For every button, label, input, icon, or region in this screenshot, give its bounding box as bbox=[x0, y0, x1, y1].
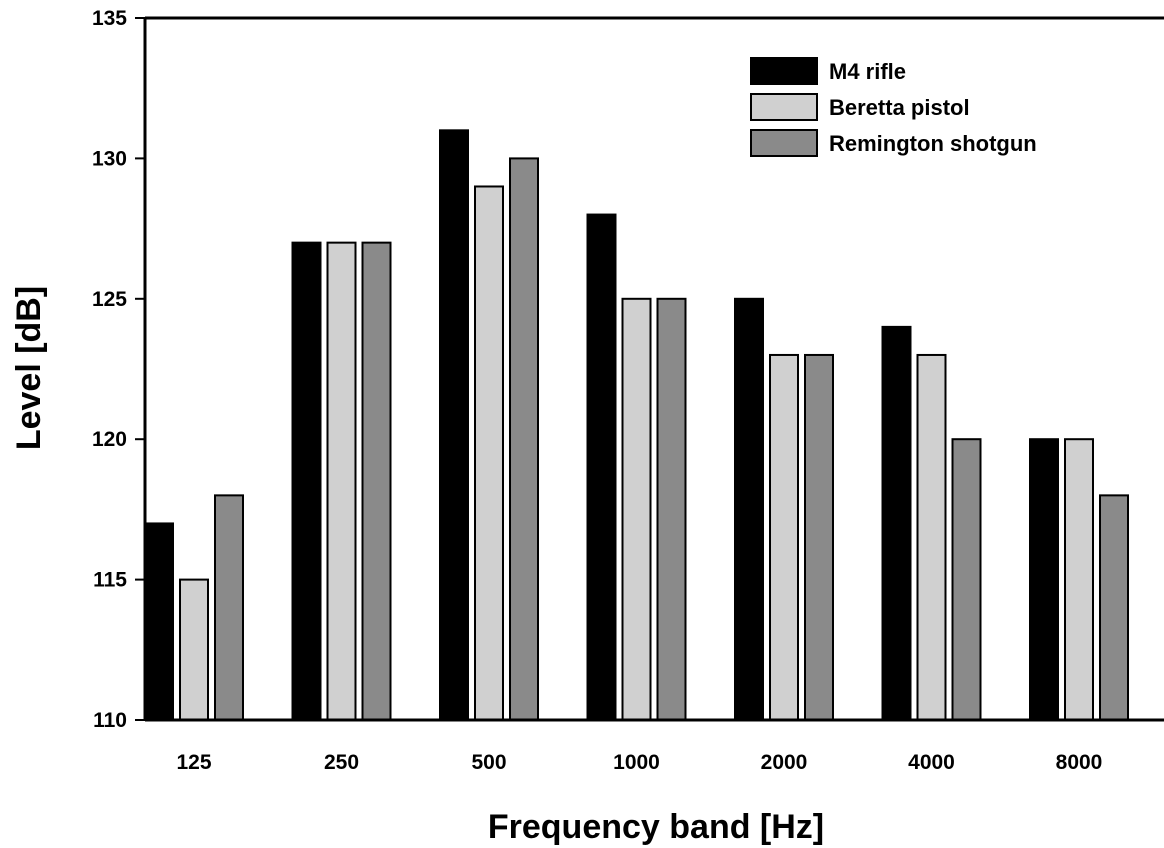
bar-2000-series-3 bbox=[804, 353, 834, 721]
bar-8000-series-3 bbox=[1099, 494, 1129, 721]
bar-1000-series-3 bbox=[656, 297, 687, 721]
x-axis-title: Frequency band [Hz] bbox=[488, 808, 824, 846]
bar-4000-series-1 bbox=[881, 325, 912, 721]
bar-500-series-1 bbox=[439, 129, 469, 721]
bar-250-series-2 bbox=[326, 241, 357, 721]
x-ticks-group: 125 250 500 1000 2000 4000 8000 bbox=[176, 751, 1102, 774]
bar-250-series-3 bbox=[361, 241, 392, 721]
bar-500-series-2 bbox=[474, 185, 504, 722]
y-ticks-group: 110 115 120 125 130 135 bbox=[92, 7, 145, 732]
bar-125-series-2 bbox=[179, 578, 209, 721]
y-tick-label-120: 120 bbox=[92, 428, 127, 451]
legend-swatch-1 bbox=[750, 57, 818, 85]
bar-125-series-1 bbox=[144, 522, 174, 721]
bar-125-series-3 bbox=[214, 494, 244, 721]
y-tick-label-110: 110 bbox=[93, 709, 127, 732]
legend-swatch-2 bbox=[750, 93, 818, 121]
x-tick-label-125: 125 bbox=[176, 751, 211, 774]
x-tick-label-4000: 4000 bbox=[908, 751, 955, 774]
y-tick-label-135: 135 bbox=[92, 7, 127, 30]
legend-swatch-3 bbox=[750, 129, 818, 157]
bar-8000-series-2 bbox=[1064, 438, 1094, 721]
axes-group bbox=[143, 16, 1164, 722]
bar-8000-series-1 bbox=[1029, 438, 1059, 721]
bar-500-series-3 bbox=[509, 157, 539, 721]
bar-4000-series-3 bbox=[951, 438, 982, 721]
x-tick-label-1000: 1000 bbox=[613, 751, 660, 774]
y-axis-title: Level [dB] bbox=[10, 286, 48, 450]
legend-label-3: Remington shotgun bbox=[829, 131, 1037, 156]
x-tick-label-250: 250 bbox=[324, 751, 359, 774]
y-tick-label-115: 115 bbox=[93, 569, 127, 592]
bar-2000-series-1 bbox=[734, 297, 764, 721]
y-tick-label-130: 130 bbox=[92, 147, 127, 170]
x-tick-label-8000: 8000 bbox=[1056, 751, 1103, 774]
legend-label-1: M4 rifle bbox=[829, 59, 906, 84]
bar-2000-series-2 bbox=[769, 353, 799, 721]
bars-group bbox=[144, 129, 1129, 722]
bar-4000-series-2 bbox=[916, 353, 947, 721]
x-tick-label-500: 500 bbox=[471, 751, 506, 774]
legend-label-2: Beretta pistol bbox=[829, 95, 970, 120]
bar-1000-series-1 bbox=[586, 213, 617, 721]
bar-1000-series-2 bbox=[621, 297, 652, 721]
bar-250-series-1 bbox=[291, 241, 322, 721]
y-tick-label-125: 125 bbox=[92, 288, 127, 311]
legend: M4 rifle Beretta pistol Remington shotgun bbox=[750, 57, 1037, 157]
x-tick-label-2000: 2000 bbox=[761, 751, 808, 774]
